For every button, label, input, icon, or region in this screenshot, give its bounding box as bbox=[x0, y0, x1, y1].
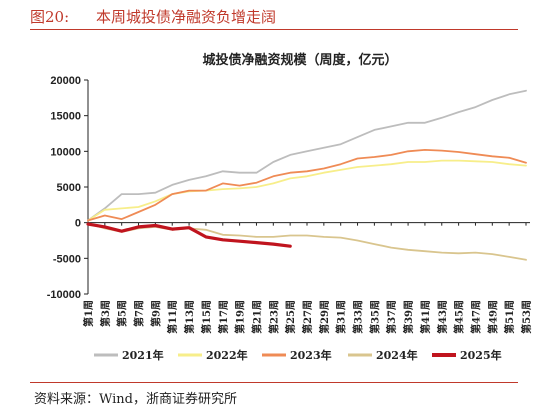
x-tick-label: 第39周 bbox=[402, 300, 415, 334]
x-tick-label: 第33周 bbox=[352, 300, 365, 334]
y-tick-label: 15000 bbox=[50, 111, 81, 123]
x-tick-label: 第29周 bbox=[318, 300, 331, 334]
x-tick-label: 第35周 bbox=[368, 300, 381, 334]
x-tick-label: 第31周 bbox=[335, 300, 348, 334]
x-tick-label: 第23周 bbox=[267, 300, 280, 334]
series-line-2022年 bbox=[87, 159, 527, 222]
x-tick-label: 第27周 bbox=[301, 300, 314, 334]
y-tick-label: 5000 bbox=[57, 182, 81, 194]
x-tick-label: 第53周 bbox=[520, 300, 533, 334]
x-tick-label: 第51周 bbox=[503, 300, 516, 334]
x-tick-label: 第37周 bbox=[385, 300, 398, 334]
y-tick-label: 10000 bbox=[50, 146, 81, 158]
x-tick-labels: 第1周 第3周 第5周 第7周 第9周 第11周 第13周 第15周 第17周 第19周 第21周第… bbox=[82, 222, 533, 334]
x-tick-label: 第21周 bbox=[250, 300, 263, 334]
y-tick-label: -5000 bbox=[53, 253, 81, 265]
x-tick-label: 第11周 bbox=[166, 300, 179, 334]
figure-header: 图20: 本周城投债净融资负增走阔 bbox=[0, 0, 548, 30]
footer-rule bbox=[30, 382, 518, 383]
x-tick-label: 第19周 bbox=[234, 300, 247, 334]
legend-label: 2021年 bbox=[122, 348, 164, 362]
chart-title: 城投债净融资规模（周度，亿元） bbox=[202, 52, 397, 68]
x-tick-label: 第7周 bbox=[133, 300, 146, 327]
series-lines bbox=[86, 89, 527, 261]
series-line-2021年 bbox=[87, 89, 527, 222]
legend-label: 2024年 bbox=[376, 348, 418, 362]
line-chart: 城投债净融资规模（周度，亿元） -10000 -5000 0 5000 10000 150… bbox=[47, 52, 533, 362]
series-line-2025年 bbox=[86, 222, 292, 248]
y-tick-label: -10000 bbox=[47, 289, 81, 301]
y-tick-labels: -10000 -5000 0 5000 10000 15000 20000 bbox=[47, 75, 88, 301]
x-tick-label: 第3周 bbox=[99, 300, 112, 327]
legend-label: 2023年 bbox=[290, 348, 332, 362]
source-note: 资料来源：Wind，浙商证券研究所 bbox=[34, 392, 237, 407]
x-tick-label: 第41周 bbox=[419, 300, 432, 334]
x-tick-label: 第43周 bbox=[436, 300, 449, 334]
x-tick-label: 第49周 bbox=[486, 300, 499, 334]
x-tick-label: 第15周 bbox=[200, 300, 213, 334]
legend: 2021年 2022年 2023年 2024年 2025年 bbox=[94, 348, 502, 362]
y-tick-label: 0 bbox=[75, 218, 81, 230]
legend-label: 2022年 bbox=[206, 348, 248, 362]
legend-label: 2025年 bbox=[460, 348, 502, 362]
figure-number: 图20: bbox=[30, 8, 70, 26]
x-tick-label: 第5周 bbox=[116, 300, 129, 327]
figure-title: 本周城投债净融资负增走阔 bbox=[96, 8, 277, 26]
x-tick-label: 第25周 bbox=[284, 300, 297, 334]
header-rule bbox=[30, 29, 518, 30]
x-tick-label: 第13周 bbox=[183, 300, 196, 334]
x-tick-label: 第9周 bbox=[149, 300, 162, 327]
axes bbox=[87, 80, 530, 294]
series-line-2023年 bbox=[87, 149, 527, 222]
x-tick-label: 第47周 bbox=[469, 300, 482, 334]
y-tick-label: 20000 bbox=[50, 75, 81, 87]
series-line-2024年 bbox=[87, 222, 527, 261]
x-tick-label: 第17周 bbox=[217, 300, 230, 334]
x-tick-label: 第45周 bbox=[453, 300, 466, 334]
x-tick-label: 第1周 bbox=[82, 300, 95, 327]
